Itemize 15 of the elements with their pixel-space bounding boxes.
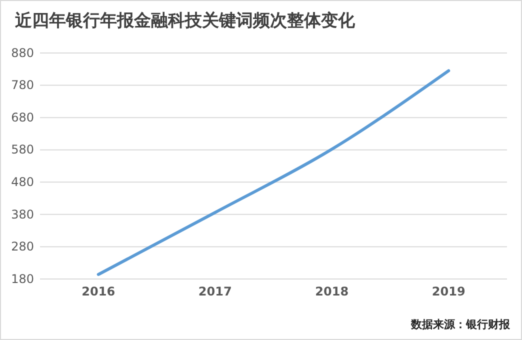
x-tick-label: 2016 (82, 284, 116, 299)
chart-title: 近四年银行年报金融科技关键词频次整体变化 (14, 11, 356, 31)
y-tick-label: 680 (11, 110, 34, 124)
y-tick-label: 580 (11, 142, 34, 157)
y-tick-label: 780 (11, 78, 34, 92)
line-series (96, 69, 450, 276)
x-tick-label: 2017 (198, 284, 232, 299)
x-tick-label: 2018 (315, 284, 349, 299)
x-tick-label: 2019 (432, 284, 466, 299)
y-tick-label: 280 (11, 240, 34, 254)
source-note: 数据来源：银行财报 (410, 318, 511, 331)
y-tick-label: 180 (11, 272, 34, 286)
y-tick-label: 480 (11, 174, 34, 189)
y-tick-label: 380 (11, 207, 34, 222)
y-tick-label: 880 (11, 46, 34, 60)
